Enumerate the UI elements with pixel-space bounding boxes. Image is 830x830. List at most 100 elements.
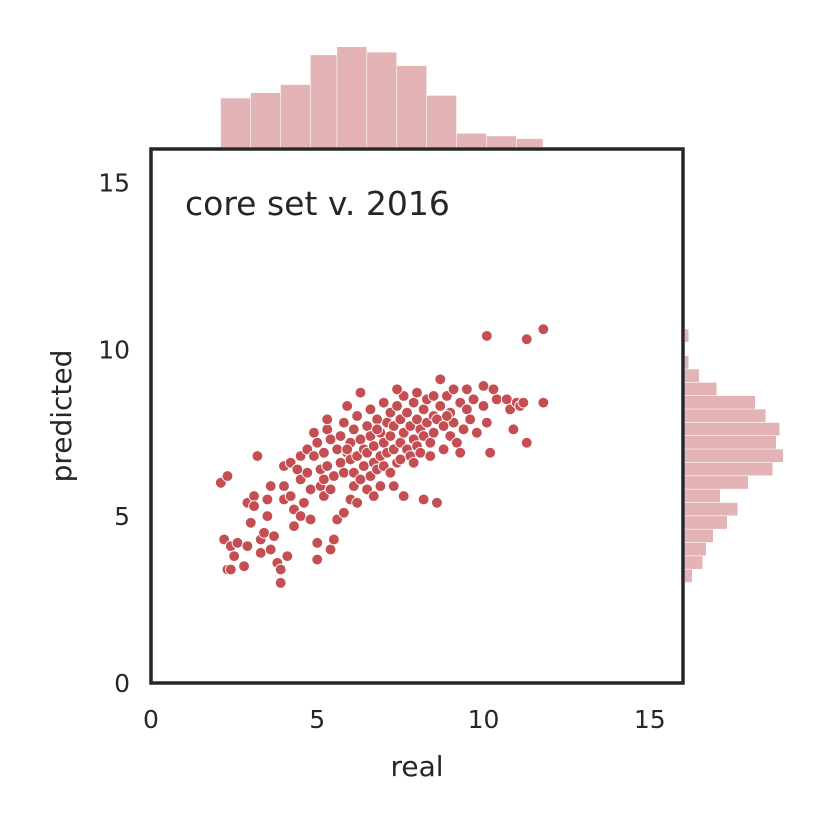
scatter-point	[261, 510, 274, 522]
scatter-point	[500, 393, 513, 406]
scatter-point	[328, 533, 340, 546]
y-hist-bar	[685, 569, 692, 583]
scatter-point	[291, 463, 304, 476]
y-hist-bar	[685, 462, 773, 476]
scatter-point	[464, 413, 477, 426]
scatter-point	[414, 446, 427, 459]
scatter-point	[288, 520, 300, 532]
scatter-point	[248, 500, 260, 512]
scatter-point	[284, 490, 297, 502]
scatter-point	[278, 480, 290, 492]
scatter-point	[427, 390, 440, 402]
scatter-point	[431, 496, 443, 509]
scatter-point	[417, 403, 430, 416]
y-hist-bar	[685, 355, 689, 369]
scatter-point	[324, 543, 337, 556]
scatter-point	[308, 426, 320, 439]
scatter-point	[341, 400, 354, 412]
scatter-point	[411, 413, 423, 426]
scatter-point	[487, 383, 500, 396]
scatter-point	[384, 466, 397, 479]
scatter-point	[417, 493, 430, 506]
scatter-point	[324, 483, 337, 496]
y-hist-bar	[685, 329, 689, 342]
y-tick-label: 10	[98, 335, 130, 364]
scatter-point	[341, 443, 354, 456]
scatter-point	[351, 410, 364, 422]
scatter-point	[371, 423, 383, 436]
y-hist-bar	[685, 395, 755, 409]
y-tick-label: 15	[98, 168, 130, 197]
scatter-point	[354, 473, 367, 486]
y-marginal-histogram	[685, 329, 783, 583]
scatter-point	[454, 446, 467, 459]
scatter-point	[477, 380, 490, 392]
scatter-point	[357, 460, 370, 472]
scatter-point	[371, 413, 383, 426]
x-tick-labels: 0 5 10 15	[143, 705, 666, 734]
scatter-point	[321, 460, 334, 472]
y-tick-labels: 0 5 10 15	[98, 168, 130, 698]
x-hist-bar	[250, 92, 281, 147]
x-hist-bar	[337, 47, 367, 147]
x-axis-label: real	[390, 750, 443, 783]
y-hist-bar	[685, 382, 717, 396]
x-hist-bar	[280, 84, 310, 147]
scatter-point	[294, 510, 307, 522]
scatter-point	[537, 323, 550, 336]
x-hist-bar	[397, 65, 427, 147]
scatter-point	[457, 423, 470, 436]
scatter-point	[258, 526, 270, 539]
scatter-point	[480, 416, 493, 429]
scatter-point	[244, 516, 257, 529]
x-tick-label: 0	[143, 705, 159, 734]
scatter-point	[434, 373, 447, 386]
scatter-point	[354, 433, 367, 446]
x-hist-bar	[426, 95, 457, 147]
scatter-point	[238, 560, 250, 573]
scatter-point	[447, 383, 460, 396]
y-axis-label: predicted	[45, 350, 78, 483]
scatter-point	[427, 426, 440, 439]
scatter-point	[261, 493, 274, 506]
y-hist-bar	[685, 489, 720, 503]
scatter-point	[391, 383, 403, 396]
y-hist-bar	[685, 556, 703, 569]
scatter-point	[374, 480, 387, 492]
scatter-point	[490, 393, 503, 406]
scatter-point	[477, 400, 490, 412]
scatter-point	[254, 546, 267, 559]
scatter-point	[321, 423, 334, 436]
scatter-point	[401, 406, 413, 419]
y-tick-label: 5	[114, 502, 130, 531]
scatter-point	[298, 496, 310, 509]
scatter-point	[241, 540, 254, 553]
x-tick-label: 15	[634, 705, 666, 734]
scatter-point	[367, 440, 380, 452]
scatter-point	[264, 480, 277, 492]
y-hist-bar	[685, 449, 783, 463]
scatter-point	[471, 426, 483, 439]
scatter-point	[321, 413, 334, 426]
scatter-point	[338, 466, 350, 479]
plot-frame	[149, 147, 685, 685]
scatter-points	[214, 323, 550, 589]
scatter-point	[334, 430, 347, 442]
y-hist-bar	[685, 369, 699, 383]
scatter-point	[507, 423, 520, 436]
scatter-point	[434, 400, 447, 412]
scatter-point	[520, 333, 533, 346]
scatter-point	[318, 446, 330, 459]
scatter-point	[387, 480, 400, 492]
scatter-point	[424, 436, 437, 449]
scatter-point	[338, 506, 350, 519]
y-hist-bar	[685, 516, 727, 529]
dataset-annotation: core set v. 2016	[185, 184, 450, 223]
scatter-point	[354, 386, 367, 399]
scatter-point	[224, 563, 237, 576]
scatter-point	[347, 423, 360, 436]
x-tick-label: 10	[468, 705, 500, 734]
y-hist-bar	[685, 422, 780, 436]
scatter-point	[308, 450, 320, 462]
